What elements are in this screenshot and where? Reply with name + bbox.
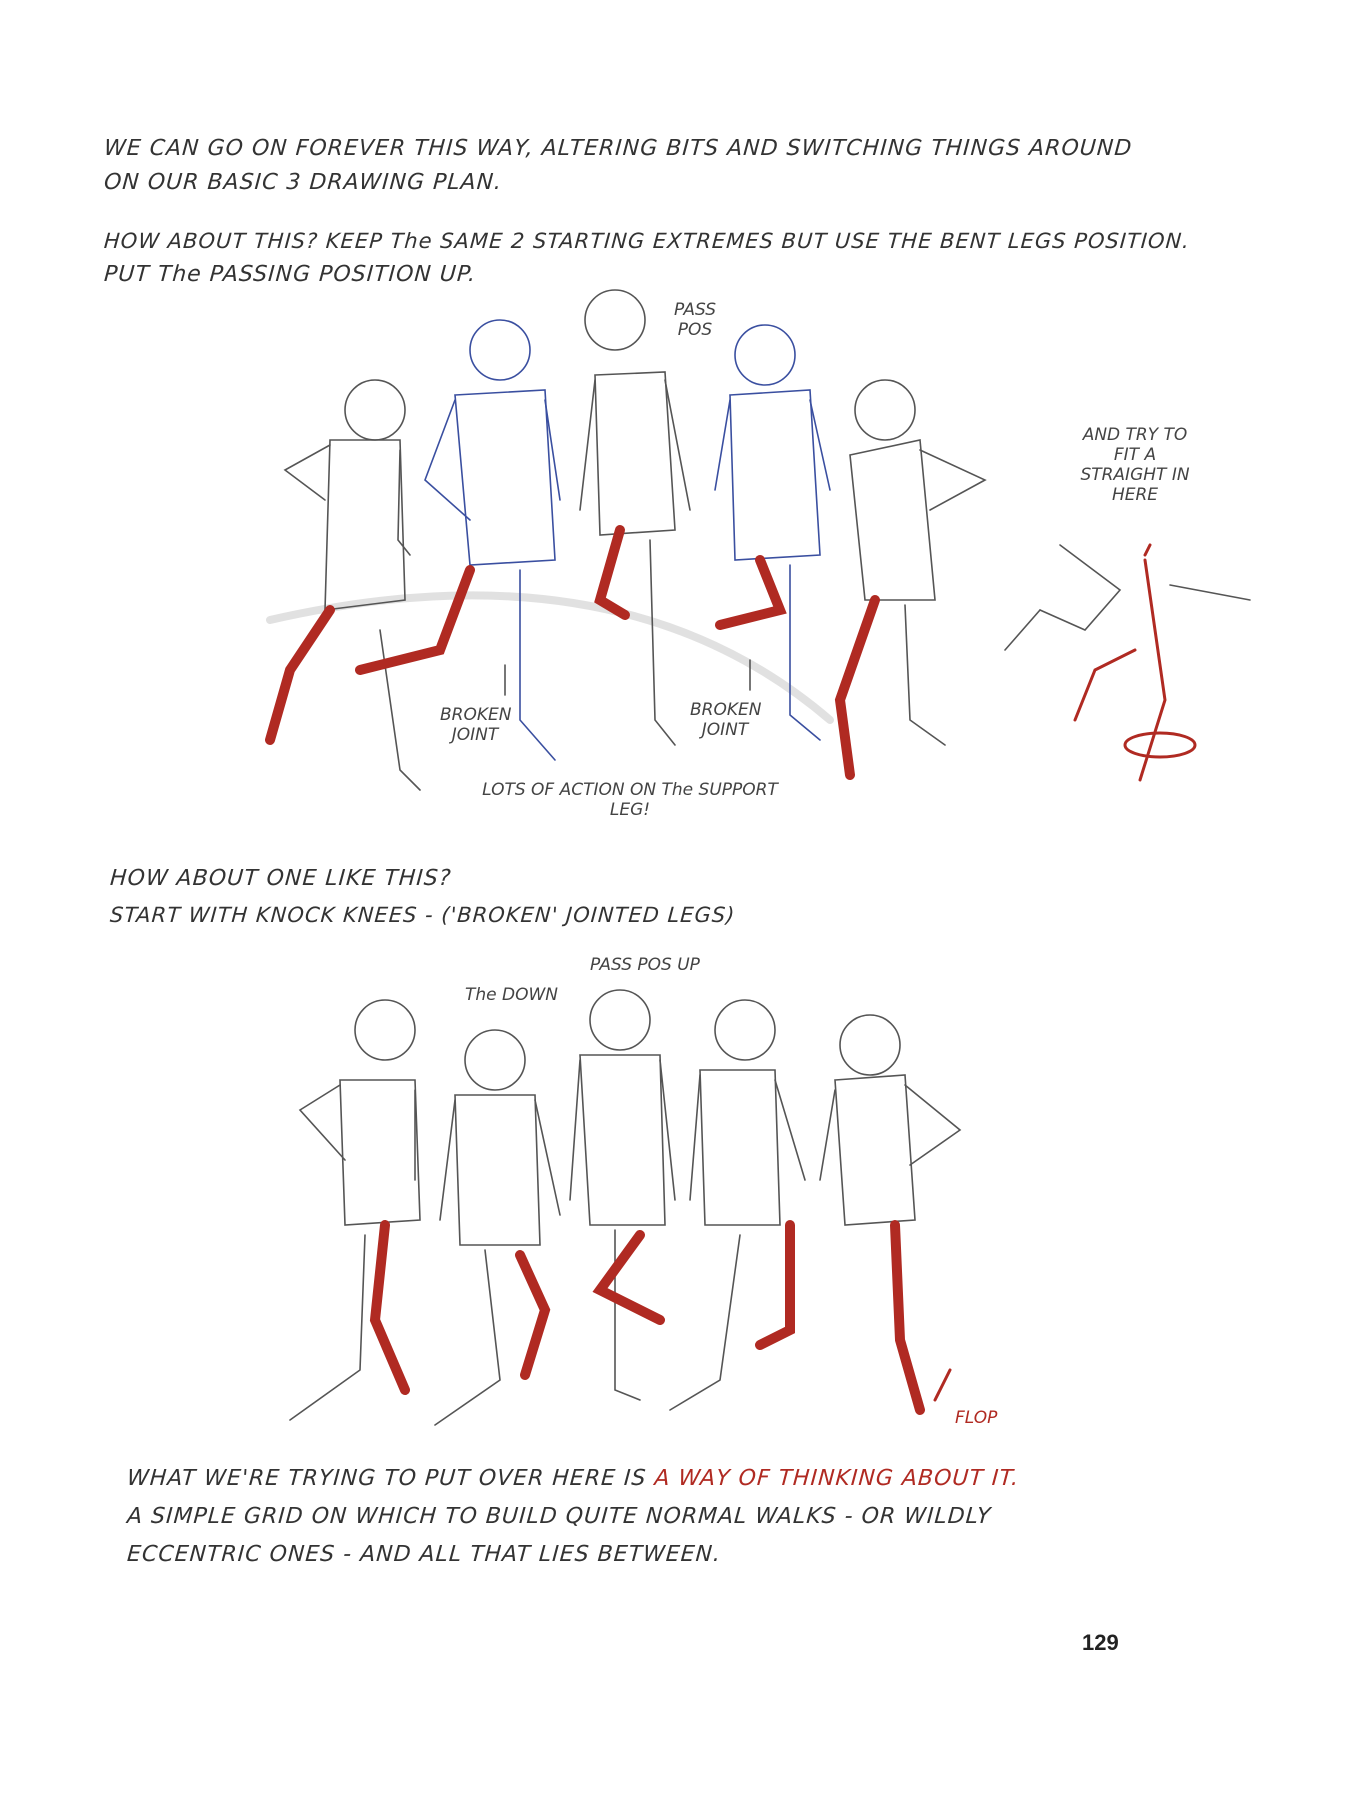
pass-pos-up-note: PASS POS UP bbox=[590, 955, 700, 975]
broken-joint-right-note: BROKEN JOINT bbox=[690, 700, 762, 740]
closing-line-3: ECCENTRIC ONES - AND ALL THAT LIES BETWE… bbox=[126, 1542, 722, 1567]
and-try-note: AND TRY TO FIT A STRAIGHT IN HERE bbox=[1080, 425, 1190, 505]
page-number: 129 bbox=[1082, 1630, 1119, 1655]
flop-note: FLOP bbox=[955, 1408, 998, 1428]
closing-line-1-start: WHAT WE'RE TRYING TO PUT OVER HERE IS bbox=[126, 1466, 656, 1491]
closing-line-1-accent: A WAY OF THINKING ABOUT IT. bbox=[653, 1466, 1021, 1491]
closing-line-1: WHAT WE'RE TRYING TO PUT OVER HERE IS A … bbox=[126, 1462, 1021, 1496]
the-down-note: The DOWN bbox=[465, 985, 559, 1005]
pass-pos-note: PASS POS bbox=[673, 300, 716, 340]
support-leg-note: LOTS OF ACTION ON The SUPPORT LEG! bbox=[482, 780, 778, 820]
broken-joint-left-note: BROKEN JOINT bbox=[440, 705, 512, 745]
closing-line-2: A SIMPLE GRID ON WHICH TO BUILD QUITE NO… bbox=[126, 1504, 993, 1529]
